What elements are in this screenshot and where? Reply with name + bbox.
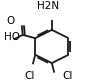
Text: HO: HO — [4, 32, 20, 42]
Text: O: O — [6, 16, 15, 26]
Text: H2N: H2N — [37, 1, 59, 11]
Text: Cl: Cl — [24, 71, 34, 81]
Text: Cl: Cl — [62, 71, 72, 81]
